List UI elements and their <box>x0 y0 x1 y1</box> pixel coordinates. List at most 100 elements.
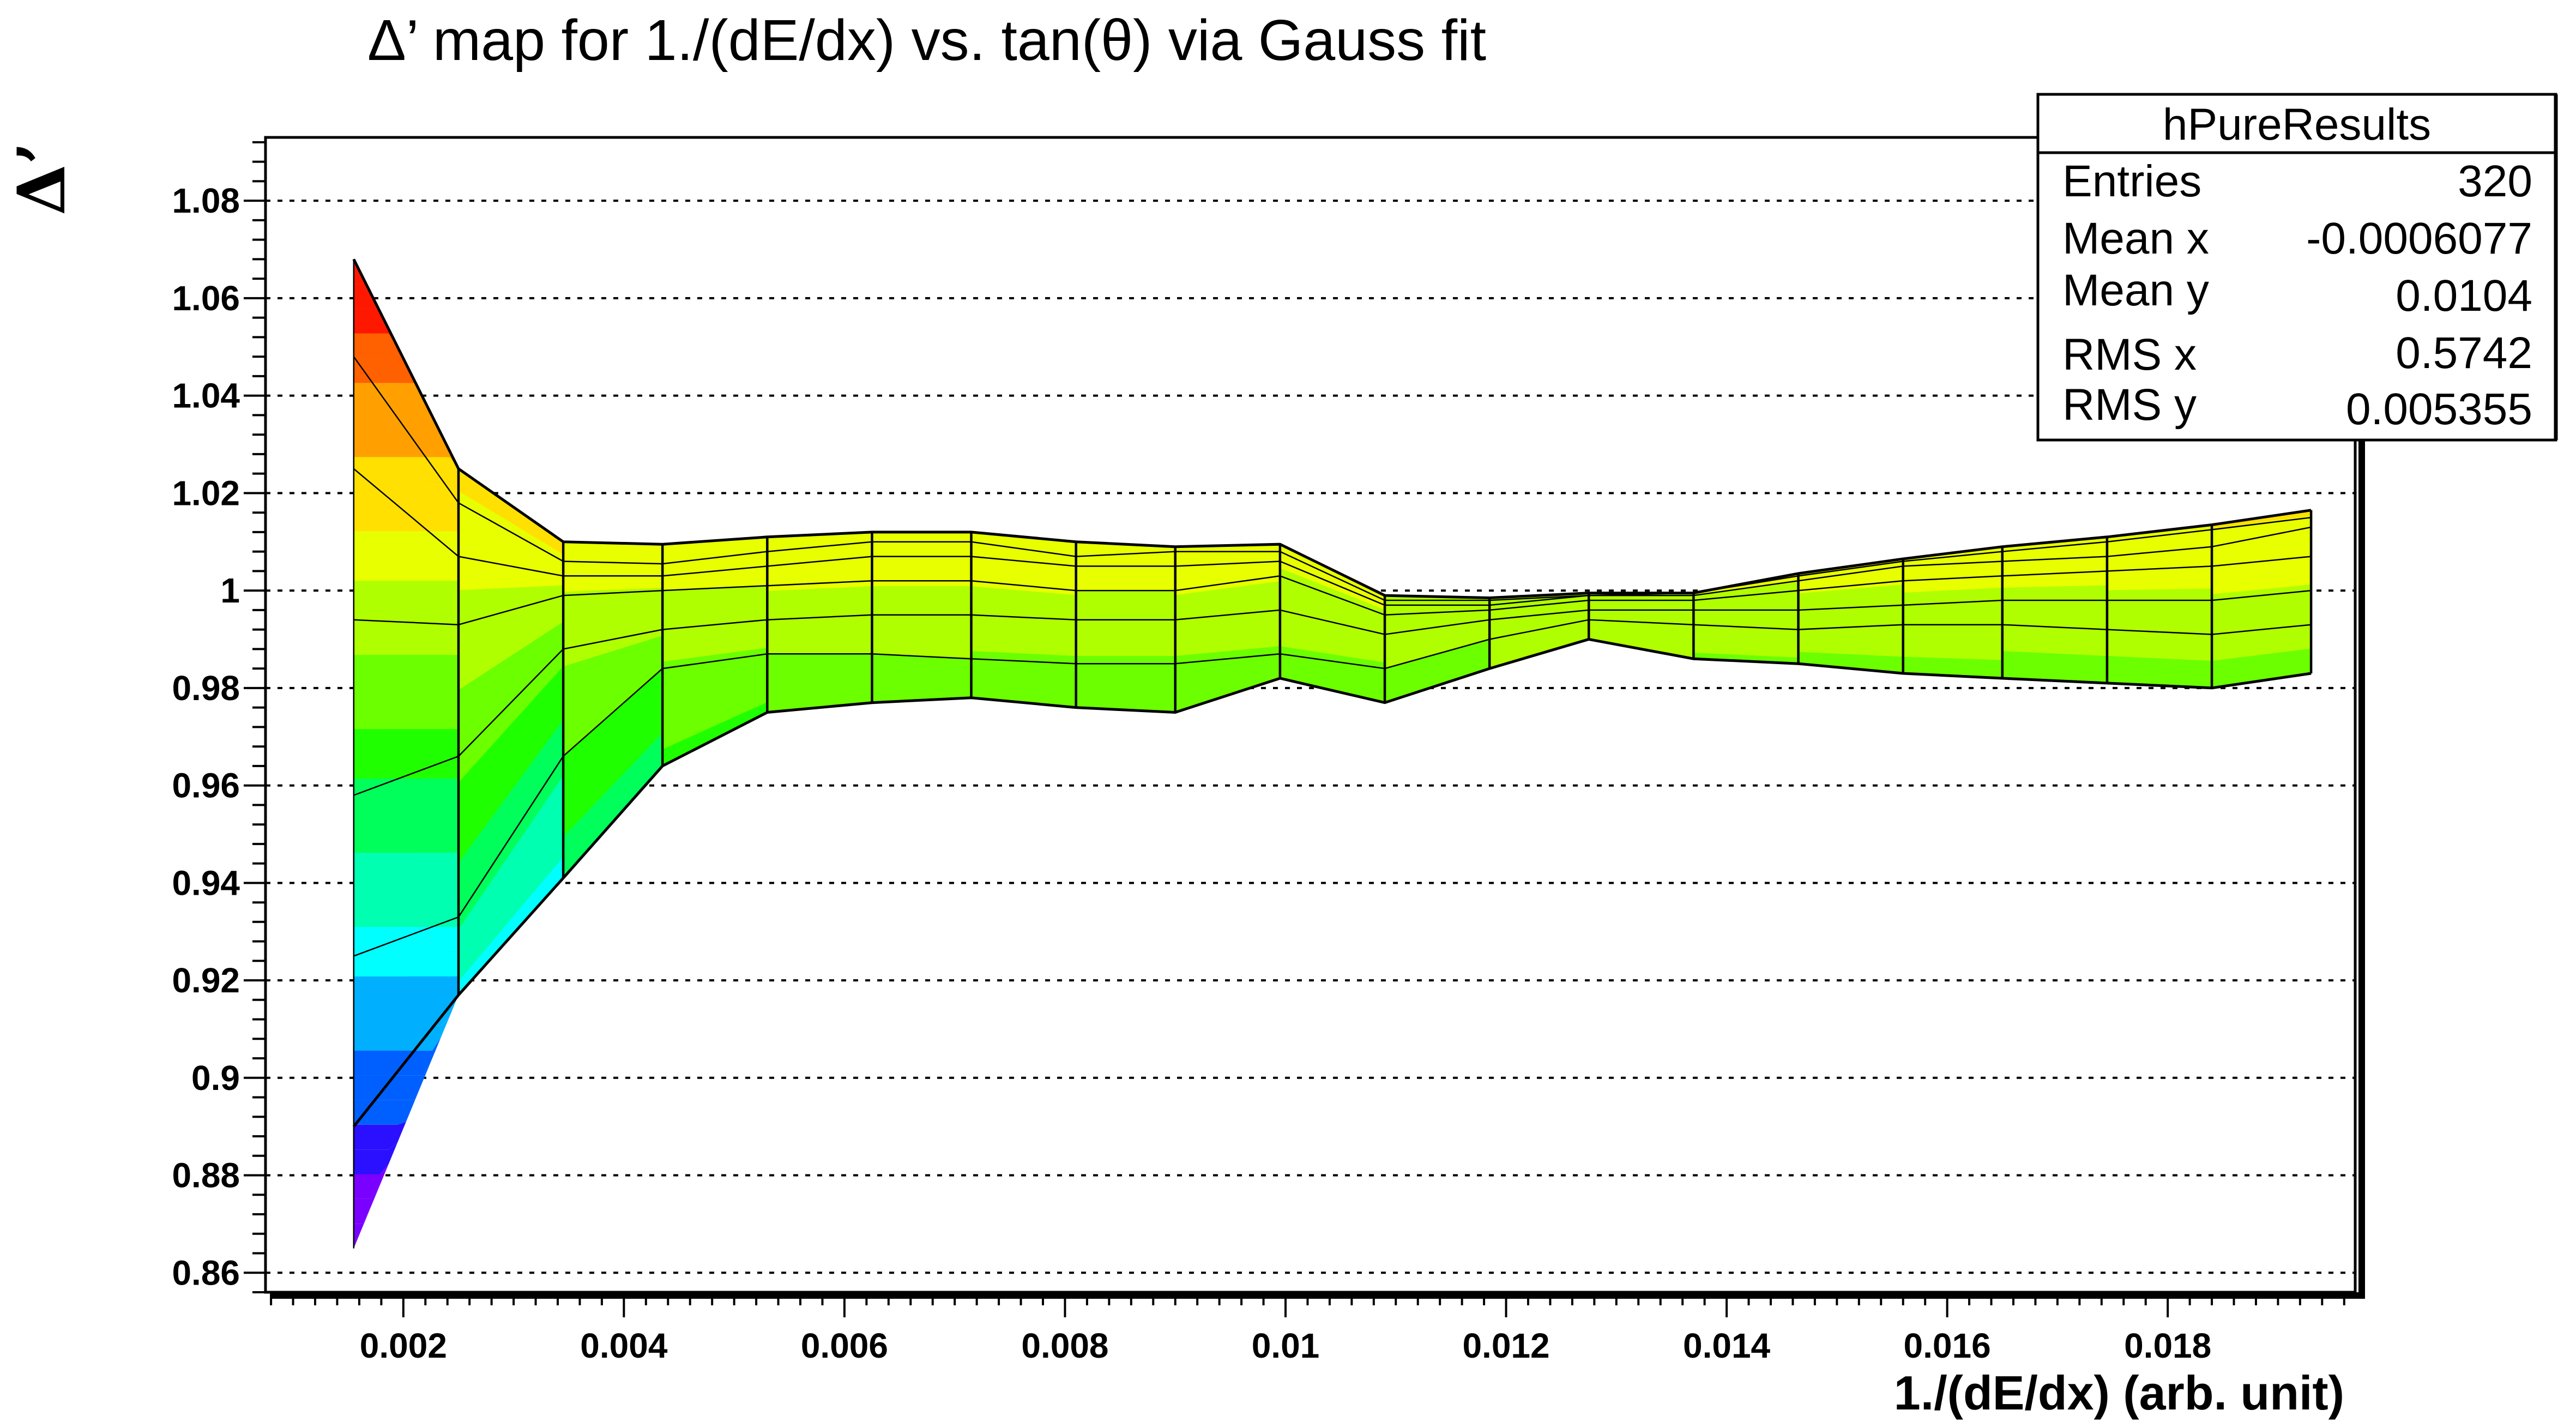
surface-cell-7-4-3 <box>1075 641 1176 650</box>
surface-spike-band-28 <box>353 531 459 556</box>
x-tick-label-7: 0.016 <box>1904 1326 1991 1365</box>
surface-spike-band-9 <box>353 995 459 1026</box>
y-tick-label-5: 0.96 <box>172 766 240 805</box>
surface-spike-band-15 <box>353 852 459 878</box>
surface-spike-band-36 <box>353 333 459 469</box>
surface-spike-band-18 <box>353 778 459 804</box>
surface-spike-band-12 <box>353 927 459 952</box>
y-axis: 0.86 0.88 0.9 0.92 0.94 0.96 0.98 1 1.02 1.04 1.06… <box>172 141 266 1293</box>
surface-spike-band-29 <box>353 507 459 532</box>
surface-cell-7-4-4 <box>1075 648 1176 657</box>
surface-spike-band-22 <box>353 679 459 704</box>
surface-spike-band-20 <box>353 729 459 754</box>
surface-spike-band-26 <box>353 581 459 606</box>
surface-cell-7-3-0 <box>1075 590 1176 596</box>
surface-spike-band-7 <box>353 995 459 1076</box>
surface-cell-7-4-2 <box>1075 634 1176 642</box>
surface-cell-5-3-0 <box>871 580 972 587</box>
surface-cell-5-3-4 <box>871 603 972 610</box>
surface-cell-7-3-3 <box>1075 605 1176 611</box>
stats-rmsx-value: 0.5742 <box>2396 328 2532 378</box>
mesh-curve-6 <box>352 637 2312 1128</box>
x-tick-label-0: 0.002 <box>360 1326 447 1365</box>
y-tick-label-10: 1.06 <box>172 279 240 318</box>
mesh-curve-5 <box>353 619 2312 957</box>
x-axis: 0.002 0.004 0.006 0.008 0.01 0.012 0.014 0.016 0… <box>270 1292 2345 1365</box>
y-tick-label-7: 1 <box>220 571 240 610</box>
y-tick-label-2: 0.9 <box>191 1058 240 1098</box>
mesh-curve-0 <box>352 258 2312 600</box>
surface-spike-band-21 <box>353 704 459 730</box>
surface-spike-band-34 <box>353 383 459 469</box>
surface-spike-band-11 <box>353 951 459 977</box>
stats-entries-label: Entries <box>2062 156 2201 206</box>
x-tick-label-4: 0.01 <box>1252 1326 1320 1365</box>
surface-spike-band-13 <box>353 902 459 927</box>
surface-spike-band-3 <box>353 995 459 1174</box>
mesh-curve-3 <box>353 556 2312 625</box>
x-tick-label-6: 0.014 <box>1683 1326 1771 1365</box>
stats-rmsy-value: 0.005355 <box>2346 384 2532 434</box>
surface-cell-7-4-5 <box>1075 656 1176 664</box>
surface-spike-band-32 <box>353 432 459 469</box>
surface-cell-5-2-1 <box>871 560 972 565</box>
surface-spike-band-16 <box>353 828 459 853</box>
x-tick-label-2: 0.006 <box>801 1326 888 1365</box>
mesh-curve-2 <box>353 468 2312 606</box>
surface-cell-5-5-2 <box>871 670 972 679</box>
mesh-lines <box>352 258 2313 1249</box>
surface-cell-7-3-2 <box>1075 600 1176 606</box>
surface-cell-5-2-3 <box>871 568 972 574</box>
surface-spike-band-35 <box>353 358 459 469</box>
stats-box-title: hPureResults <box>2163 100 2431 149</box>
surface-cell-7-4-0 <box>1075 619 1176 628</box>
y-tick-label-9: 1.04 <box>172 376 240 415</box>
surface-spike-band-17 <box>353 803 459 828</box>
surface-cell-7-2-2 <box>1075 574 1176 579</box>
stats-rmsx-label: RMS x <box>2062 330 2197 379</box>
y-axis-title: Δ’ <box>3 142 80 215</box>
surface-spike-band-2 <box>353 995 459 1199</box>
surface-spike-band-23 <box>353 655 459 680</box>
x-tick-label-1: 0.004 <box>580 1326 668 1365</box>
surface-cell-16-3-5 <box>2001 595 2108 601</box>
y-tick-label-11: 1.08 <box>172 181 240 220</box>
y-tick-label-1: 0.88 <box>172 1156 240 1195</box>
y-tick-label-8: 1.02 <box>172 473 240 513</box>
surface-cell-5-3-1 <box>871 586 972 593</box>
surface-cell-7-2-1 <box>1075 570 1176 575</box>
surface-spike-band-24 <box>353 630 459 655</box>
x-tick-label-5: 0.012 <box>1462 1326 1549 1365</box>
surface-spike-band-1 <box>353 995 459 1224</box>
surface-cell-7-2-4 <box>1075 582 1176 587</box>
surface-cell-7-5-0 <box>1075 663 1176 672</box>
y-tick-label-3: 0.92 <box>172 961 240 1000</box>
surface-spike-band-6 <box>353 995 459 1100</box>
x-tick-label-3: 0.008 <box>1021 1326 1108 1365</box>
y-tick-label-4: 0.94 <box>172 863 240 902</box>
surface-cell-5-2-2 <box>871 564 972 569</box>
surface-cell-7-3-5 <box>1075 614 1176 620</box>
stats-meany-value: 0.0104 <box>2396 271 2532 321</box>
surface-cell-5-3-3 <box>871 597 972 604</box>
surface-cell-4-4-5 <box>767 647 873 655</box>
stats-box: hPureResults Entries 320 Mean x -0.00060… <box>2036 93 2558 442</box>
surface-spike-band-33 <box>353 407 459 469</box>
surface-spike-band-31 <box>353 457 459 482</box>
surface-cell-15-5-0 <box>1902 624 2003 634</box>
surface-spike-band-25 <box>353 605 459 630</box>
mesh-curve-4 <box>353 589 2312 796</box>
surface-spike-band-8 <box>353 995 459 1051</box>
stats-meany-label: Mean y <box>2062 266 2209 315</box>
stats-entries-value: 320 <box>2458 156 2532 206</box>
surface-cell-17-3-5 <box>2107 594 2212 601</box>
surface <box>353 259 2312 1249</box>
surface-spike-band-10 <box>353 976 459 1001</box>
surface-spike-band-19 <box>353 754 459 779</box>
surface-spike-band-38 <box>353 284 459 469</box>
mesh-curve-1 <box>353 356 2312 601</box>
y-tick-label-6: 0.98 <box>172 668 240 708</box>
surface-spike-band-14 <box>353 877 459 902</box>
surface-spike-band-30 <box>353 481 459 507</box>
x-tick-label-8: 0.018 <box>2124 1326 2211 1365</box>
